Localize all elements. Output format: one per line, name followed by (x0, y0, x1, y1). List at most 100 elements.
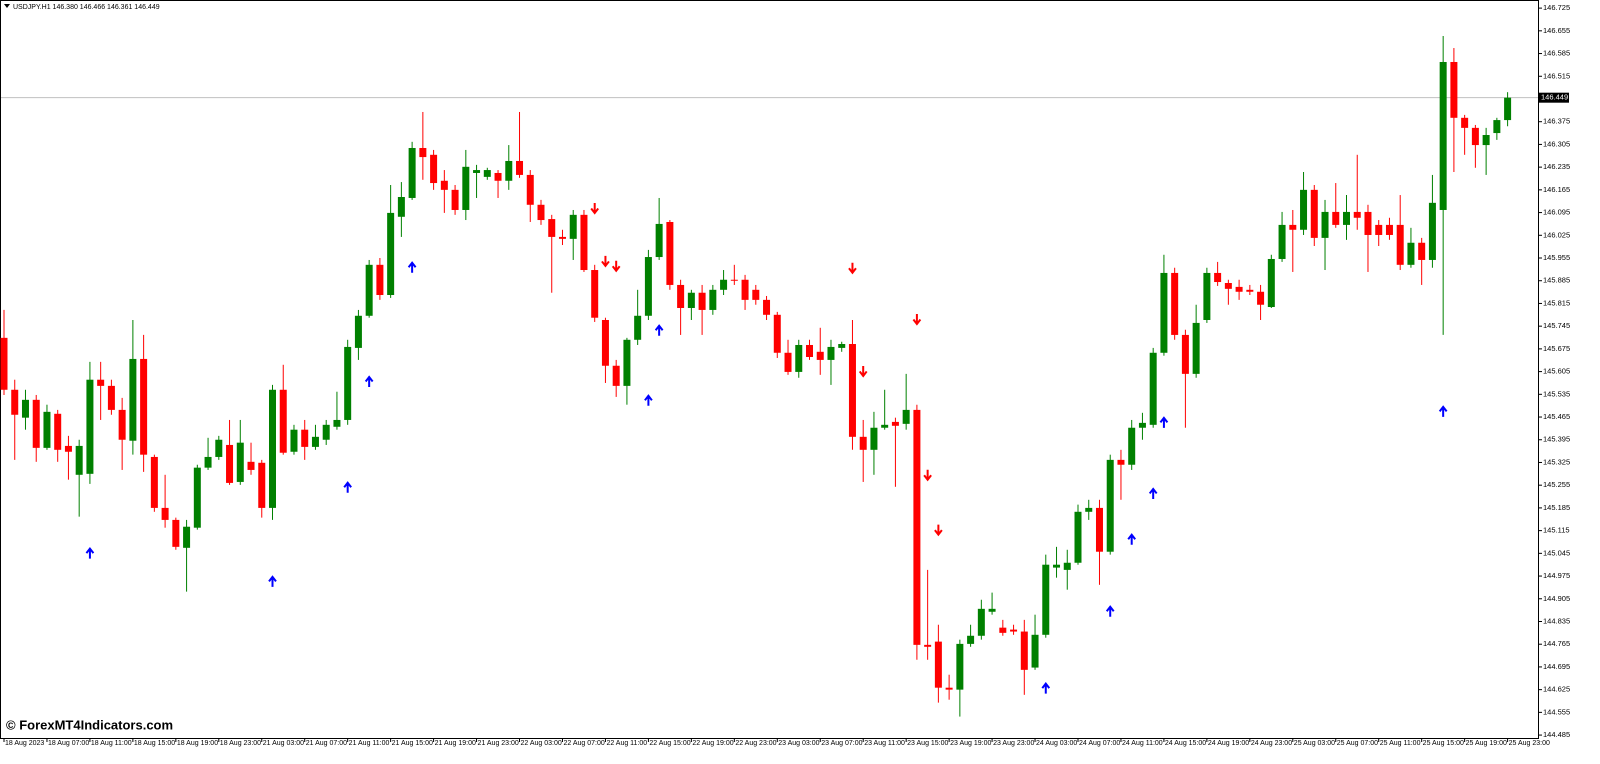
candle-body (548, 219, 556, 237)
candle-body (677, 284, 685, 308)
candle-body (1482, 135, 1490, 146)
buy-arrow (85, 547, 95, 559)
y-tick-label: 146.655 (1543, 26, 1570, 35)
buy-arrow (1105, 605, 1115, 617)
candle-body (322, 424, 330, 440)
candle-body (1428, 202, 1436, 260)
candle-body (1246, 289, 1254, 292)
candle-body (1321, 211, 1329, 238)
x-tick-label: 18 Aug 15:00 (134, 740, 175, 747)
candle-body (311, 436, 319, 447)
sell-arrow (590, 203, 599, 215)
x-tick-label: 18 Aug 07:00 (48, 740, 89, 747)
candle-body (333, 419, 341, 427)
candle-body (752, 289, 760, 300)
x-tick-label: 24 Aug 07:00 (1079, 740, 1120, 747)
sell-arrow (912, 314, 922, 326)
candle-body (1310, 189, 1318, 238)
y-tick-label: 145.255 (1543, 480, 1570, 489)
x-tick-label: 21 Aug 11:00 (349, 740, 390, 747)
candle-body (258, 462, 266, 508)
buy-arrow (407, 261, 417, 273)
x-tick-label: 22 Aug 11:00 (606, 740, 647, 747)
candle-body (1020, 631, 1028, 670)
x-tick-label: 22 Aug 15:00 (649, 740, 690, 747)
symbol-icon (4, 4, 10, 8)
candle-body (419, 147, 427, 158)
y-tick-label: 145.325 (1543, 457, 1570, 466)
candle-body (1085, 507, 1093, 512)
candle-body (21, 399, 29, 418)
candle-body (1471, 127, 1479, 146)
y-tick-label: 145.045 (1543, 548, 1570, 557)
candle-body (0, 337, 8, 390)
x-tick-label: 23 Aug 11:00 (864, 740, 905, 747)
y-tick-label: 144.765 (1543, 639, 1570, 648)
x-tick-label: 22 Aug 23:00 (735, 740, 776, 747)
candle-body (1504, 97, 1512, 121)
candle-body (537, 204, 545, 221)
x-tick-label: 23 Aug 07:00 (821, 740, 862, 747)
buy-arrow (268, 575, 277, 587)
candle-body (720, 279, 728, 290)
candle-body (354, 315, 362, 348)
x-tick-label: 23 Aug 03:00 (778, 740, 819, 747)
x-tick-label: 18 Aug 11:00 (91, 740, 132, 747)
buy-arrow (1127, 533, 1136, 545)
candle-body (1450, 61, 1458, 118)
buy-arrow (1438, 405, 1448, 417)
candle-body (1149, 352, 1157, 425)
y-tick-label: 146.095 (1543, 208, 1570, 217)
candle-body (881, 424, 889, 428)
candle-body (215, 439, 223, 457)
candle-body (848, 344, 856, 437)
candle-body (902, 409, 910, 424)
candle-body (505, 160, 513, 181)
buy-arrow (1041, 682, 1051, 694)
candle-body (1117, 459, 1125, 465)
candle-body (816, 351, 824, 360)
candle-body (934, 641, 942, 688)
x-tick-label: 25 Aug 23:00 (1509, 740, 1550, 747)
candle-body (54, 413, 62, 450)
candle-body (97, 379, 105, 386)
candle-body (1160, 272, 1168, 353)
candle-body (365, 264, 373, 316)
candle-body (838, 344, 846, 348)
candle-body (1407, 242, 1415, 265)
current-price-box (1539, 92, 1569, 103)
y-tick-label: 144.695 (1543, 662, 1570, 671)
x-tick-label: 21 Aug 19:00 (435, 740, 476, 747)
y-tick-label: 146.165 (1543, 185, 1570, 194)
candle-body (193, 467, 201, 528)
x-tick-label: 24 Aug 03:00 (1036, 740, 1077, 747)
y-tick-label: 146.305 (1543, 139, 1570, 148)
candle-body (1214, 272, 1222, 283)
x-tick-label: 25 Aug 19:00 (1466, 740, 1507, 747)
candle-body (269, 389, 276, 508)
candle-body (1353, 211, 1361, 218)
candle-body (999, 627, 1007, 633)
x-tick-label: 24 Aug 11:00 (1122, 740, 1163, 747)
y-tick-label: 145.115 (1543, 526, 1570, 535)
candle-body (236, 442, 244, 482)
candle-body (462, 166, 470, 210)
buy-arrow (1159, 416, 1169, 428)
y-tick-label: 144.905 (1543, 594, 1570, 603)
candle-body (687, 292, 695, 308)
y-tick-label: 144.555 (1543, 707, 1570, 716)
candle-body (784, 352, 792, 372)
y-tick-label: 146.725 (1543, 3, 1570, 12)
current-price-label: 146.449 (1541, 93, 1568, 102)
candle-body (408, 147, 416, 198)
candle-body (1181, 334, 1189, 374)
candle-body (129, 358, 137, 441)
candle-body (859, 436, 867, 450)
y-tick-label: 145.885 (1543, 276, 1570, 285)
y-tick-label: 144.975 (1543, 571, 1570, 580)
candle-body (1439, 61, 1447, 210)
candle-body (473, 170, 481, 173)
x-tick-label: 22 Aug 03:00 (521, 740, 562, 747)
candle-body (698, 292, 706, 310)
buy-arrow (654, 324, 664, 336)
